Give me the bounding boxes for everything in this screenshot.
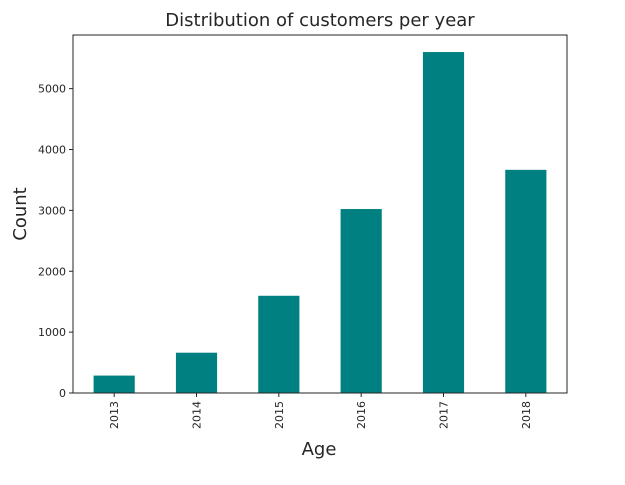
bar-2017: [422, 52, 465, 393]
bar-2015: [258, 295, 300, 393]
plot-area: 0 1000 2000 3000 4000 5000 2013 2014 2015 2016 201…: [38, 34, 568, 429]
x-tick-label-2017: 2017: [438, 401, 451, 429]
y-tick-label-2000: 2000: [38, 265, 66, 278]
x-tick-label-2016: 2016: [355, 401, 368, 429]
x-tick-label-2013: 2013: [108, 401, 121, 429]
x-axis-label: Age: [302, 439, 337, 460]
bar-2013: [93, 375, 135, 393]
y-tick-label-0: 0: [59, 387, 66, 400]
y-tick-label-1000: 1000: [38, 326, 66, 339]
y-tick-label-3000: 3000: [38, 204, 66, 217]
x-tick-label-2015: 2015: [273, 401, 286, 429]
x-tick-label-2014: 2014: [191, 401, 204, 429]
y-axis-label: Count: [10, 187, 31, 240]
bar-2016: [340, 209, 382, 393]
bar-2018: [505, 169, 547, 393]
y-tick-label-4000: 4000: [38, 144, 66, 157]
y-tick-label-5000: 5000: [38, 83, 66, 96]
x-tick-label-2018: 2018: [520, 401, 533, 429]
chart-title: Distribution of customers per year: [165, 10, 475, 31]
bar-2014: [175, 352, 218, 393]
axes-frame: [72, 34, 568, 394]
